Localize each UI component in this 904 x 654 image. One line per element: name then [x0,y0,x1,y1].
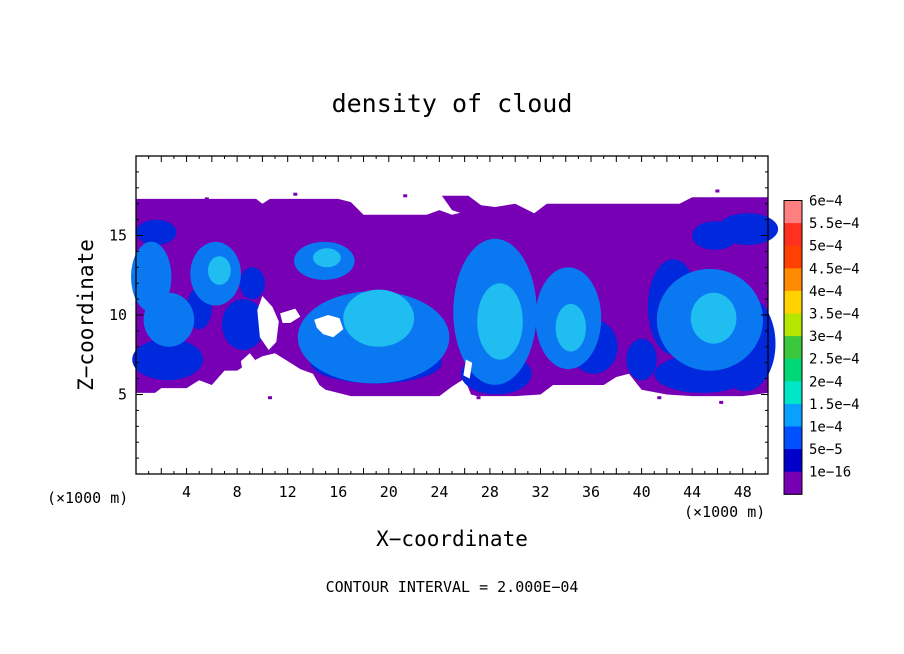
colorbar-swatch [784,245,802,269]
colorbar-label: 1e−4 [809,420,843,436]
colorbar-label: 3.5e−4 [809,307,860,323]
colorbar-label: 5e−5 [809,442,843,458]
x-unit-label-right: (×1000 m) [684,503,765,521]
x-tick-label: 28 [481,483,499,501]
density-core [221,299,265,350]
colorbar-label: 4.5e−4 [809,261,860,277]
cloud-speck [403,194,408,198]
x-tick-label: 4 [182,483,191,501]
y-tick-label: 10 [109,306,127,324]
density-core [208,256,231,285]
cloud-region-patch [441,195,532,225]
colorbar-label: 5.5e−4 [809,216,860,232]
plot-area [131,155,779,475]
isolated-cloud-specks [204,189,724,404]
colorbar-label: 3e−4 [809,329,843,345]
colorbar-swatch [784,313,802,337]
colorbar-swatch [784,336,802,360]
cloud-speck [204,197,209,201]
clear-air-hole [240,353,255,370]
density-core [477,283,523,360]
y-axis-title: Z−coordinate [74,239,98,391]
y-tick-label: 5 [118,386,127,404]
contour-interval-note: CONTOUR INTERVAL = 2.000E−04 [326,578,579,596]
colorbar-swatch [784,449,802,473]
x-tick-label: 16 [329,483,347,501]
chart-title: density of cloud [332,89,573,118]
clear-air-hole [280,308,301,323]
y-tick-labels: 5 10 15 [109,227,127,404]
clear-air-hole [314,315,344,338]
x-tick-label: 24 [430,483,448,501]
x-tick-label: 8 [233,483,242,501]
colorbar-swatch [784,290,802,314]
cloud-speck [719,400,724,404]
colorbar-swatch [784,403,802,427]
density-core [690,292,737,344]
density-core [626,338,657,381]
colorbar-label: 4e−4 [809,284,843,300]
density-core [143,292,195,347]
colorbar-swatch [784,471,802,495]
colorbar-label: 1e−16 [809,465,851,481]
x-tick-labels: 4 8 12 16 20 24 28 32 36 40 44 48 [182,483,752,501]
density-core [343,289,415,347]
clear-air-hole [463,359,473,379]
x-tick-label: 44 [683,483,701,501]
colorbar-legend: 6e−4 5.5e−4 5e−4 4.5e−4 4e−4 3.5e−4 3e−4 2.5e−4… [783,194,860,495]
colorbar-label: 2.5e−4 [809,352,860,368]
colorbar-label: 1.5e−4 [809,397,860,413]
density-core [132,338,204,381]
cloud-speck [657,396,662,400]
cloud-speck [715,189,720,193]
x-tick-label: 20 [380,483,398,501]
cloud-speck [476,396,481,400]
density-core [555,303,586,352]
density-core [136,219,177,245]
y-tick-label: 15 [109,227,127,245]
colorbar-swatch [784,381,802,405]
x-unit-label-left: (×1000 m) [47,489,128,507]
x-tick-label: 32 [531,483,549,501]
clear-air-hole [257,295,279,350]
x-tick-label: 48 [734,483,752,501]
x-tick-label: 36 [582,483,600,501]
colorbar-swatch [784,223,802,247]
colorbar-label: 5e−4 [809,239,843,255]
cloud-density-field [131,195,779,397]
cloud-speck [293,192,298,196]
clear-air-holes [240,295,473,379]
colorbar-label: 2e−4 [809,374,843,390]
x-tick-label: 40 [633,483,651,501]
axis-tick-marks [136,156,768,474]
cloud-speck [335,202,339,206]
density-core [717,213,779,246]
cloud-speck [268,396,272,400]
colorbar-swatch [784,200,802,224]
colorbar-label: 6e−4 [809,194,843,210]
colorbar-frame [783,200,803,495]
colorbar-swatch [784,358,802,382]
density-core [313,248,341,268]
density-core [239,267,265,300]
colorbar-swatch [784,268,802,292]
x-axis-title: X−coordinate [376,527,528,551]
x-tick-label: 12 [279,483,297,501]
colorbar-swatch [784,426,802,450]
